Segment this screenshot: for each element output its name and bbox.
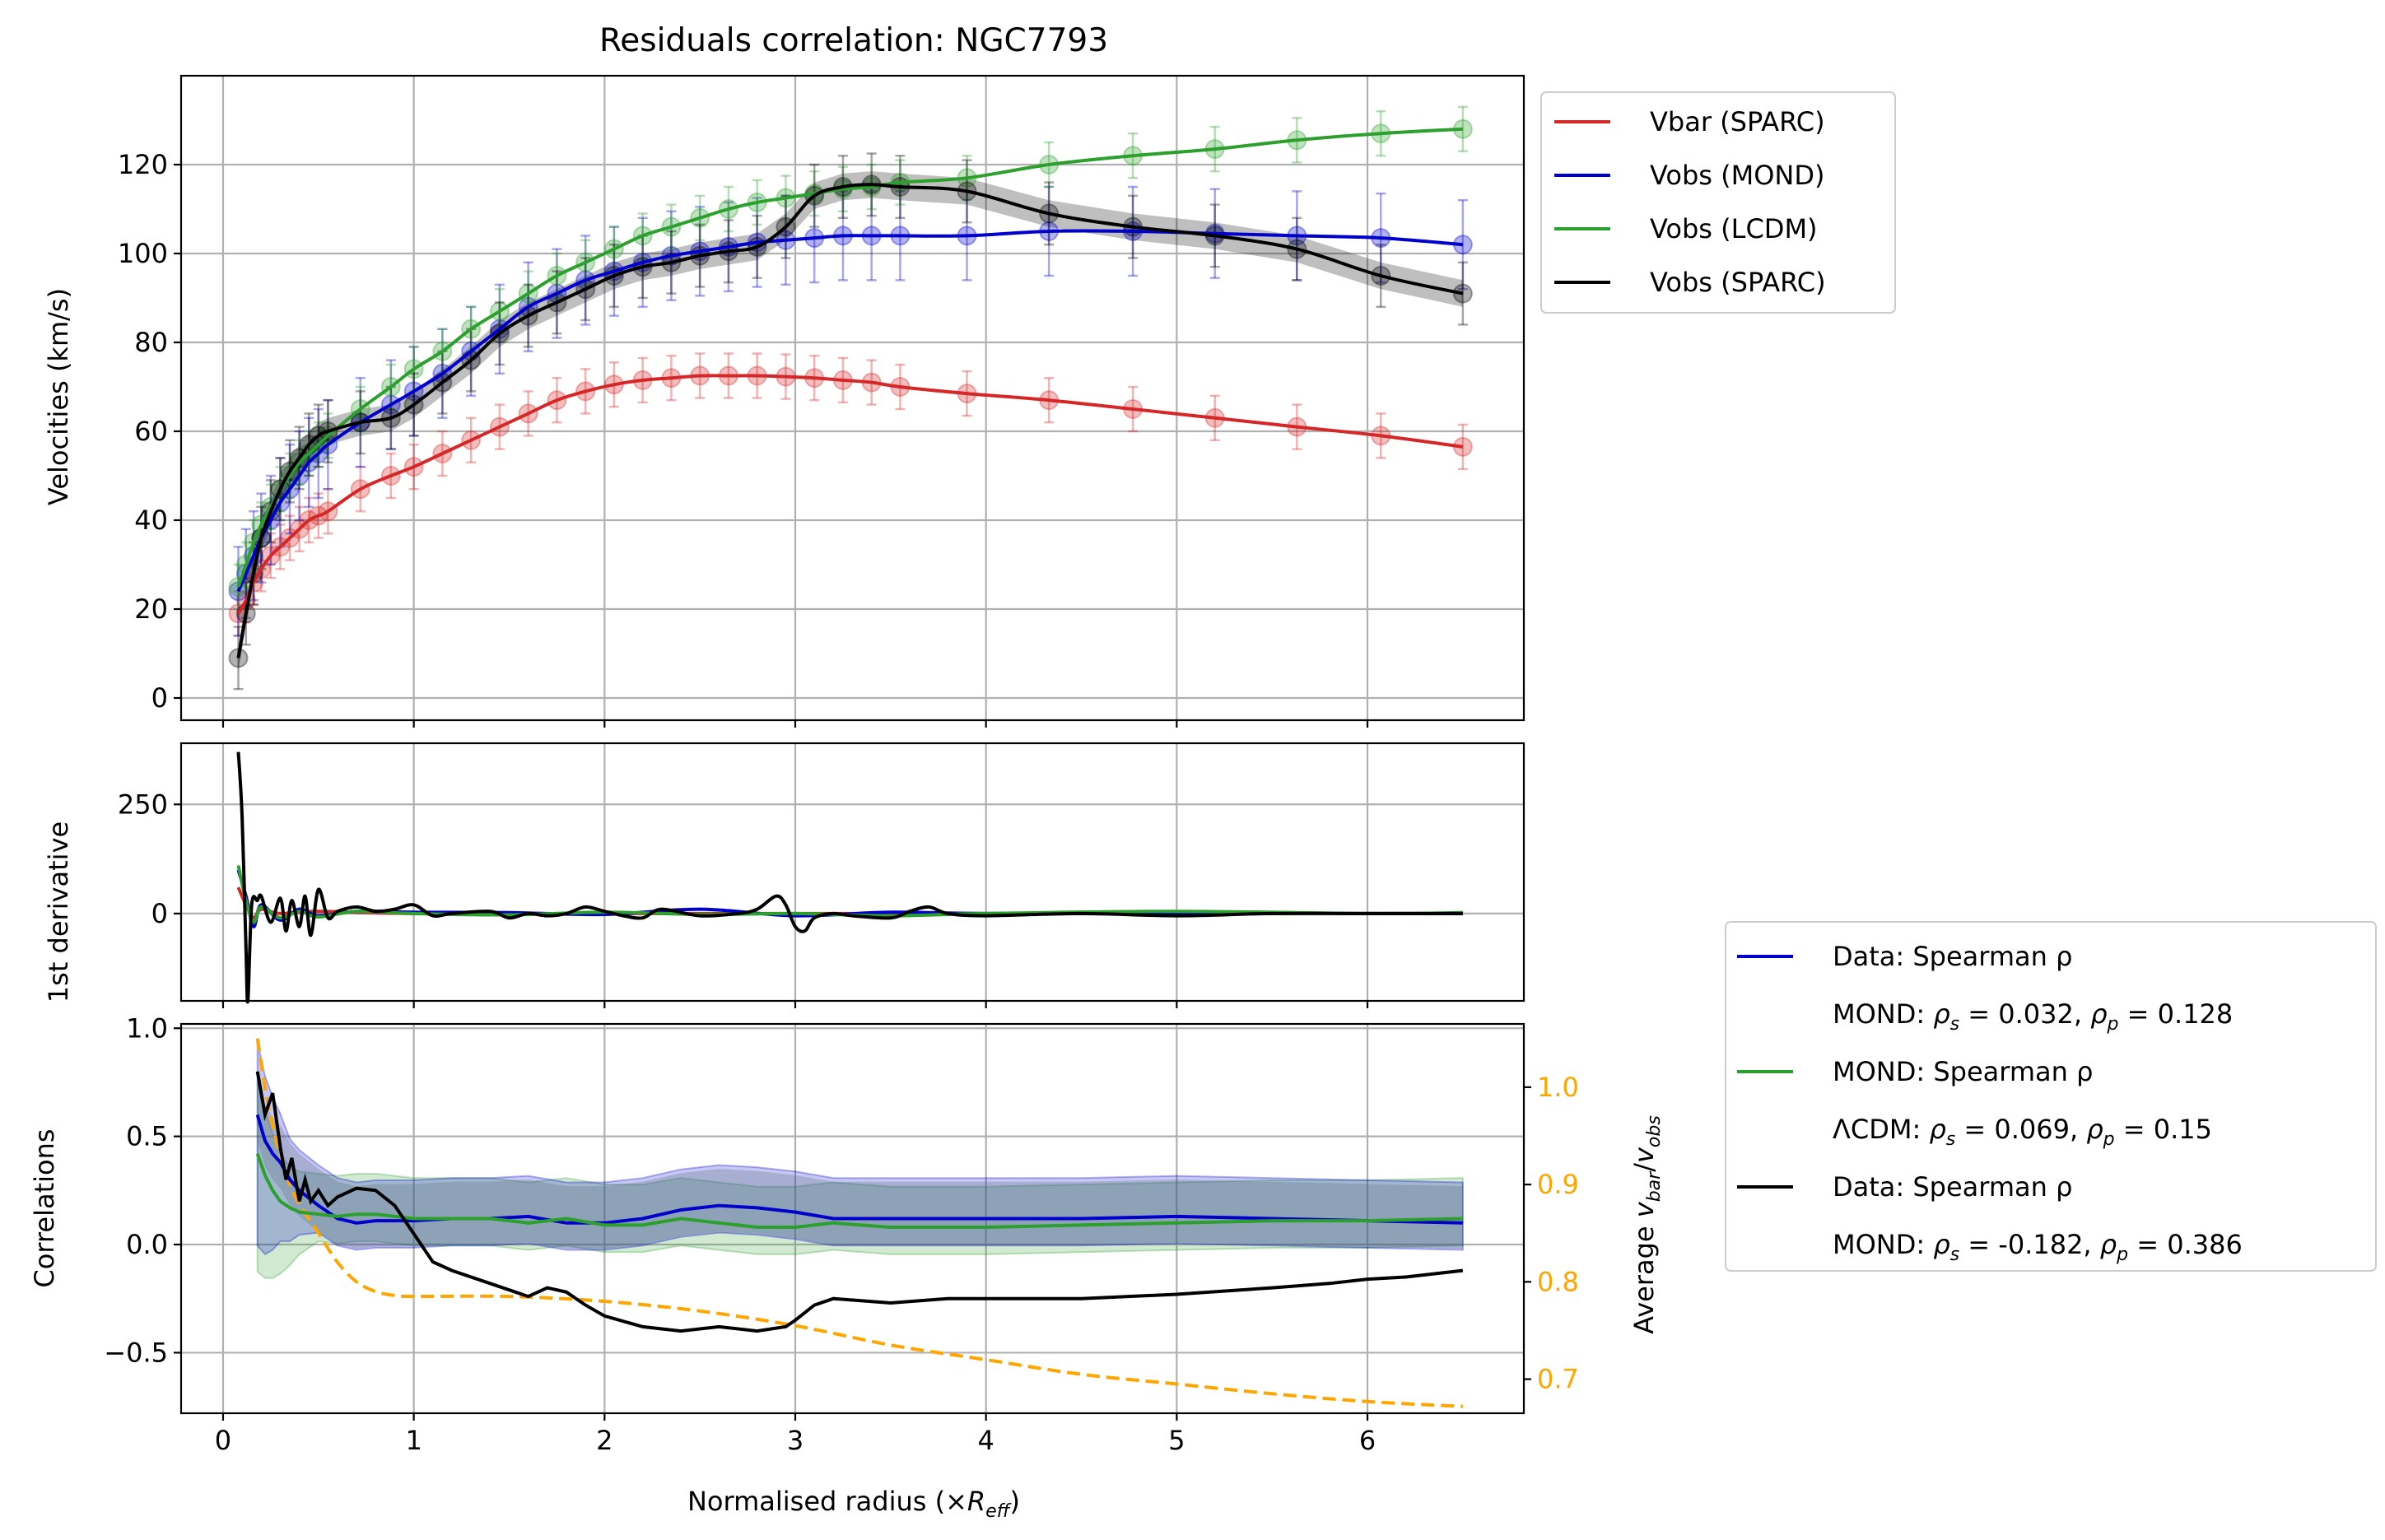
velocity-panel: 0 20 40 60 80 100 120: [118, 74, 1526, 728]
legend-label: Data: Spearman ρ: [1833, 941, 2072, 972]
correlation-band: [256, 1080, 1464, 1279]
y-tick-label: 20: [134, 593, 168, 625]
band-overlap: [257, 1077, 1463, 1249]
y-tick-label: 120: [118, 149, 168, 180]
axes-frame: [179, 742, 1526, 1003]
right-y-tick-label: 0.9: [1537, 1169, 1579, 1200]
right-y-tick-label: 0.7: [1537, 1364, 1579, 1395]
correlation-ylabel: Correlations: [29, 1128, 60, 1287]
y-tick-label: 60: [134, 416, 168, 447]
axes-frame: [179, 1022, 1526, 1415]
chart-title: Residuals correlation: NGC7793: [599, 22, 1108, 59]
y-tick-label: 1.0: [126, 1012, 168, 1044]
legend-label: Vobs (MOND): [1650, 160, 1824, 191]
y-tick-label: 80: [134, 327, 168, 358]
derivative-ylabel: 1st derivative: [43, 821, 74, 1003]
derivative-line: [236, 869, 1463, 928]
y-tick-label: 250: [118, 789, 168, 820]
series-line: [236, 127, 1464, 588]
y-tick-label: 0: [151, 898, 168, 929]
sparc-uncertainty-band: [238, 171, 1463, 672]
ratio-line: [255, 1038, 1464, 1408]
ratio-ylabel: Average vbar/vobs: [1628, 1115, 1665, 1334]
series-line: [236, 183, 1464, 658]
legend-detail: ΛCDM: ρs = 0.069, ρp = 0.15: [1833, 1114, 2212, 1150]
x-tick-label: 0: [215, 1425, 231, 1456]
legend-label: MOND: Spearman ρ: [1833, 1056, 2093, 1087]
y-tick-label: 40: [134, 505, 168, 536]
y-tick-label: 100: [118, 238, 168, 269]
right-y-tick-label: 1.0: [1537, 1072, 1579, 1103]
legend-label: Vobs (SPARC): [1650, 267, 1826, 298]
x-tick-label: 2: [596, 1425, 613, 1456]
series-line: [236, 229, 1464, 593]
velocity-legend: Vbar (SPARC) Vobs (MOND) Vobs (LCDM) Vobs (…: [1540, 91, 1896, 314]
right-y-tick-label: 0.8: [1537, 1266, 1579, 1297]
x-tick-label: 5: [1168, 1425, 1185, 1456]
velocity-ylabel: Velocities (km/s): [43, 288, 74, 505]
legend-detail: MOND: ρs = 0.032, ρp = 0.128: [1833, 998, 2233, 1035]
y-tick-label: −0.5: [104, 1337, 168, 1368]
x-tick-label: 1: [405, 1425, 422, 1456]
correlation-legend: Data: Spearman ρ MOND: ρs = 0.032, ρp = 0…: [1725, 921, 2377, 1272]
y-tick-label: 0.5: [126, 1121, 168, 1152]
correlation-line: [255, 1071, 1464, 1333]
correlation-line: [255, 1153, 1463, 1229]
x-axis-label: Normalised radius (×Reff): [687, 1486, 1020, 1522]
correlation-band: [256, 1041, 1464, 1256]
legend-detail: MOND: ρs = -0.182, ρp = 0.386: [1833, 1229, 2243, 1265]
x-tick-label: 4: [977, 1425, 994, 1456]
x-tick-label: 3: [787, 1425, 804, 1456]
y-tick-label: 0.0: [126, 1229, 168, 1260]
derivative-line: [236, 751, 1463, 1004]
legend-label: Data: Spearman ρ: [1833, 1171, 2072, 1203]
derivative-line: [236, 865, 1463, 924]
y-tick-label: 0: [151, 682, 168, 714]
legend-label: Vbar (SPARC): [1650, 106, 1825, 137]
x-tick-label: 6: [1359, 1425, 1376, 1456]
legend-label: Vobs (LCDM): [1650, 213, 1818, 244]
series-line: [236, 374, 1464, 615]
derivative-panel: 0 250: [118, 742, 1526, 1008]
correlation-panel: 0 1 2 3 4 5 6 −0.5 0.0 0.5 1.0 0.7 0.8 0.9 1.0: [104, 1012, 1579, 1456]
axes-frame: [179, 74, 1526, 722]
